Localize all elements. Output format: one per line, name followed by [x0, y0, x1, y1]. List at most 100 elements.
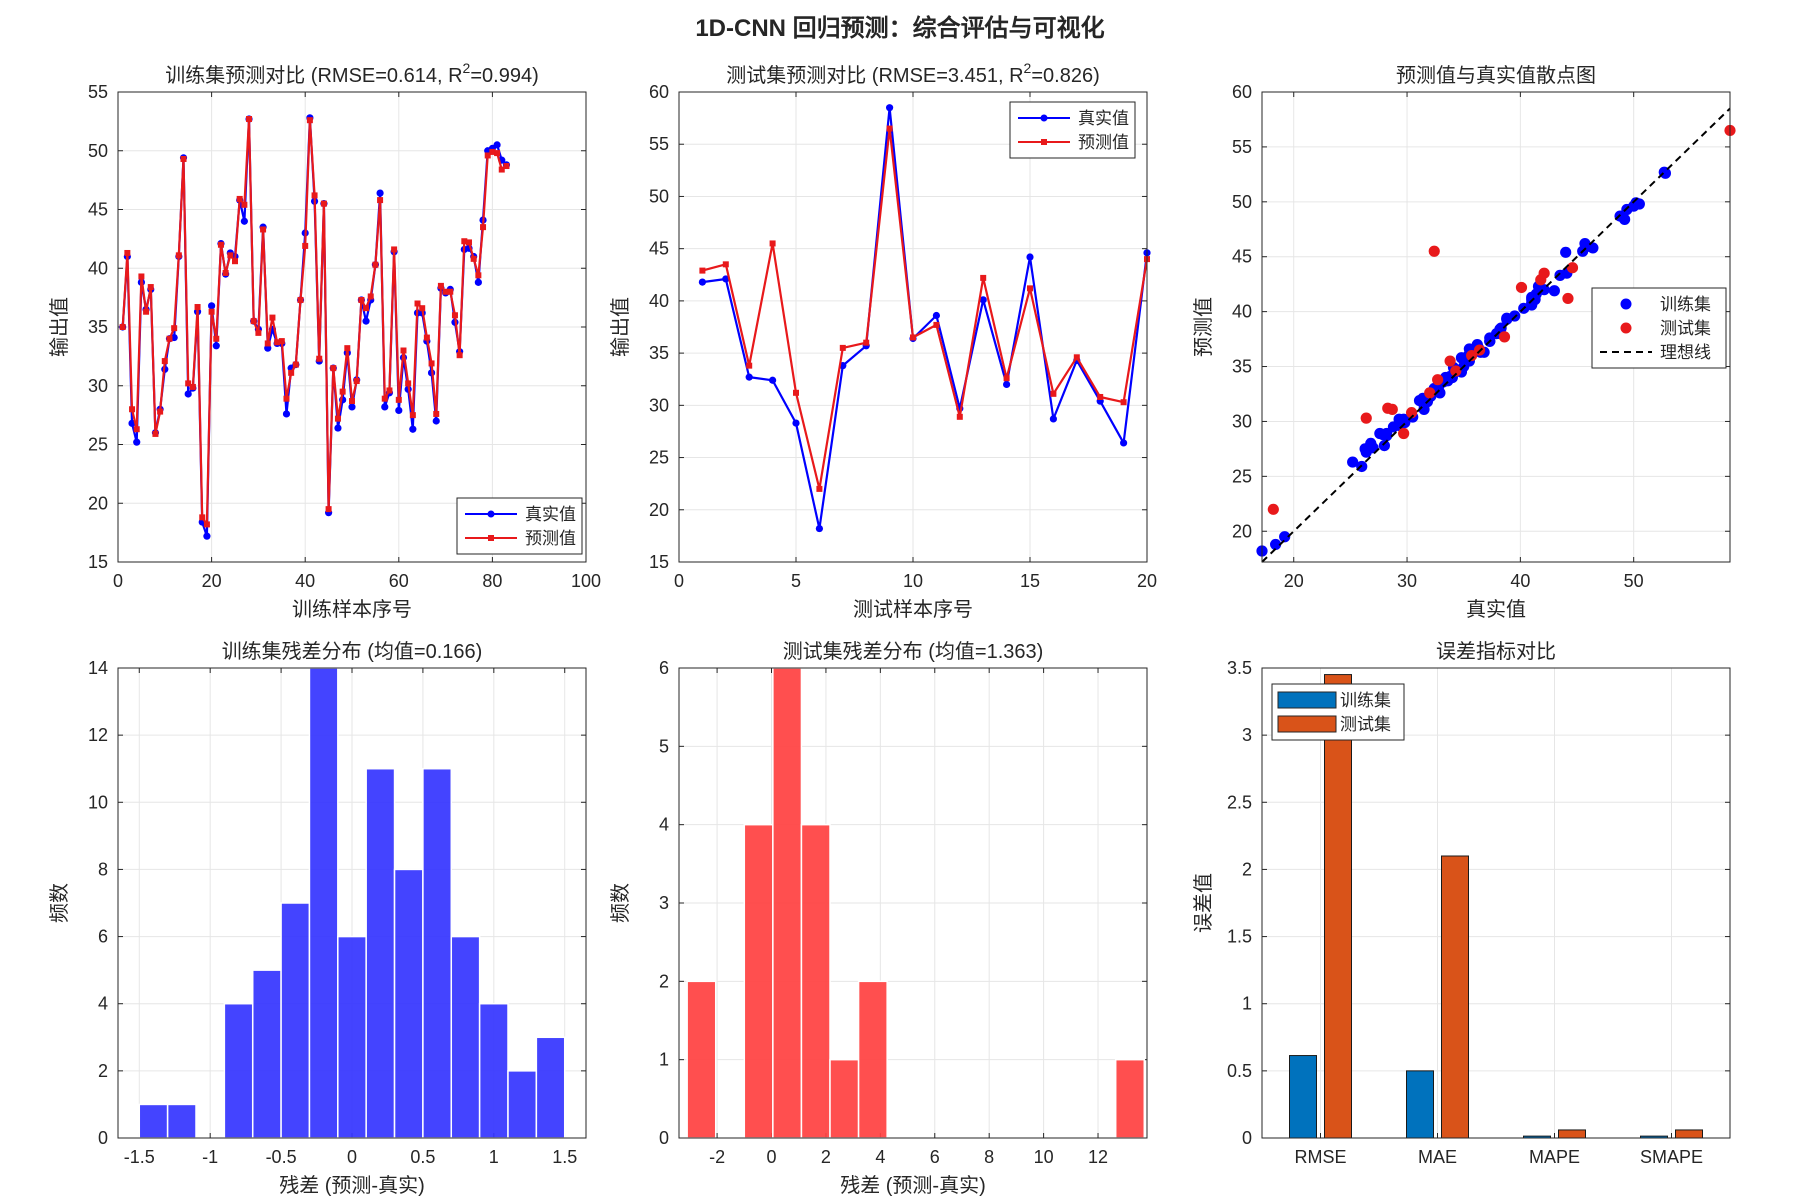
data-point: [372, 261, 379, 268]
series-actual: [698, 104, 1151, 533]
data-point: [428, 360, 435, 367]
data-point: [745, 373, 753, 381]
scatter-point: [1633, 198, 1645, 210]
histogram-bar: [166, 1103, 197, 1139]
histogram-bar: [772, 667, 803, 1139]
x-tick-label: 1: [489, 1147, 499, 1167]
data-point: [166, 335, 173, 342]
legend-label: 训练集: [1660, 295, 1711, 314]
data-point: [698, 278, 707, 286]
data-point: [769, 240, 776, 247]
axes-frame: [1261, 91, 1731, 563]
legend-item: 真实值: [465, 505, 576, 524]
data-point: [395, 406, 403, 415]
data-point: [302, 242, 309, 249]
legend-label: 真实值: [1078, 109, 1129, 128]
data-point: [325, 506, 332, 513]
y-tick-label: 0: [659, 1128, 669, 1148]
data-point: [475, 272, 482, 279]
y-tick-label: 3: [1242, 725, 1252, 745]
histogram-bar: [365, 767, 396, 1139]
data-point: [1073, 354, 1080, 361]
data-point: [466, 239, 472, 246]
legend-marker: [1620, 322, 1632, 334]
scatter-point: [1378, 439, 1390, 452]
scatter-point: [1398, 413, 1410, 425]
bar: [1406, 1070, 1434, 1139]
data-point: [269, 314, 276, 321]
data-point: [456, 352, 463, 359]
data-point: [432, 417, 440, 425]
histogram-bar: [223, 1002, 254, 1139]
scatter-point: [1498, 331, 1511, 343]
scatter-point: [1515, 281, 1528, 294]
data-point: [282, 410, 291, 418]
histogram-bar: [857, 980, 888, 1139]
y-tick-label: 40: [649, 291, 669, 311]
histogram-bar: [308, 667, 339, 1139]
data-point: [816, 485, 823, 492]
data-point: [292, 361, 299, 368]
data-point: [815, 524, 824, 533]
x-tick-label: 1.5: [552, 1147, 577, 1167]
legend-label: 测试集: [1340, 715, 1391, 734]
scatter-point: [1279, 531, 1291, 543]
y-tick-label: 2: [659, 971, 669, 991]
scatter-point: [1466, 349, 1478, 362]
chart-title-suffix: =0.994): [470, 65, 538, 87]
x-tick-label: 0.5: [410, 1147, 435, 1167]
y-tick-label: 8: [98, 859, 108, 879]
scatter-point: [1538, 267, 1550, 279]
y-tick-label: 1.5: [1227, 927, 1252, 947]
data-point: [400, 347, 407, 354]
x-tick-label: 80: [482, 571, 502, 591]
data-point: [241, 201, 248, 208]
series-test: [1267, 124, 1736, 515]
data-point: [236, 195, 243, 202]
data-point: [442, 288, 449, 295]
data-point: [391, 246, 398, 253]
scatter-point: [1560, 246, 1572, 258]
scatter-point: [1526, 297, 1538, 309]
data-point: [203, 521, 210, 528]
data-point: [264, 340, 271, 347]
bar: [1441, 855, 1469, 1139]
scatter-point: [1428, 245, 1440, 257]
data-point: [184, 390, 192, 398]
y-tick-label: 50: [649, 186, 669, 206]
legend-marker: [1620, 298, 1632, 310]
data-point: [722, 261, 729, 268]
legend-item: 训练集: [1277, 691, 1391, 710]
y-tick-label: 15: [88, 552, 108, 572]
y-tick-label: 40: [1232, 302, 1252, 322]
y-tick-label: 40: [88, 258, 108, 278]
data-point: [297, 296, 304, 303]
data-point: [129, 406, 136, 413]
y-tick-label: 2: [1242, 859, 1252, 879]
chart-title: 误差指标对比: [1436, 640, 1556, 663]
x-tick-label: 40: [295, 571, 315, 591]
data-point: [793, 389, 799, 396]
data-point: [358, 296, 365, 303]
panel-test-compare: 0 5 10 15 20 15 20 25 30 35 40 45 50 55 60 测试集预测对比 (RMS…: [609, 60, 1157, 621]
scatter-point: [1347, 456, 1359, 468]
scatter-point: [1386, 403, 1398, 415]
data-point: [334, 424, 342, 432]
x-tick-label: 8: [984, 1147, 994, 1167]
y-tick-label: 45: [1232, 247, 1252, 267]
data-point: [339, 388, 346, 395]
axes-frame: [678, 91, 1148, 563]
y-tick-label: 50: [1232, 192, 1252, 212]
data-point: [979, 296, 987, 304]
legend-box: [1591, 287, 1727, 369]
scatter-point: [1659, 167, 1672, 179]
y-tick-label: 30: [88, 376, 108, 396]
axes-frame: [117, 91, 587, 563]
histogram-bar: [393, 868, 424, 1139]
legend-patch: [1277, 715, 1337, 733]
